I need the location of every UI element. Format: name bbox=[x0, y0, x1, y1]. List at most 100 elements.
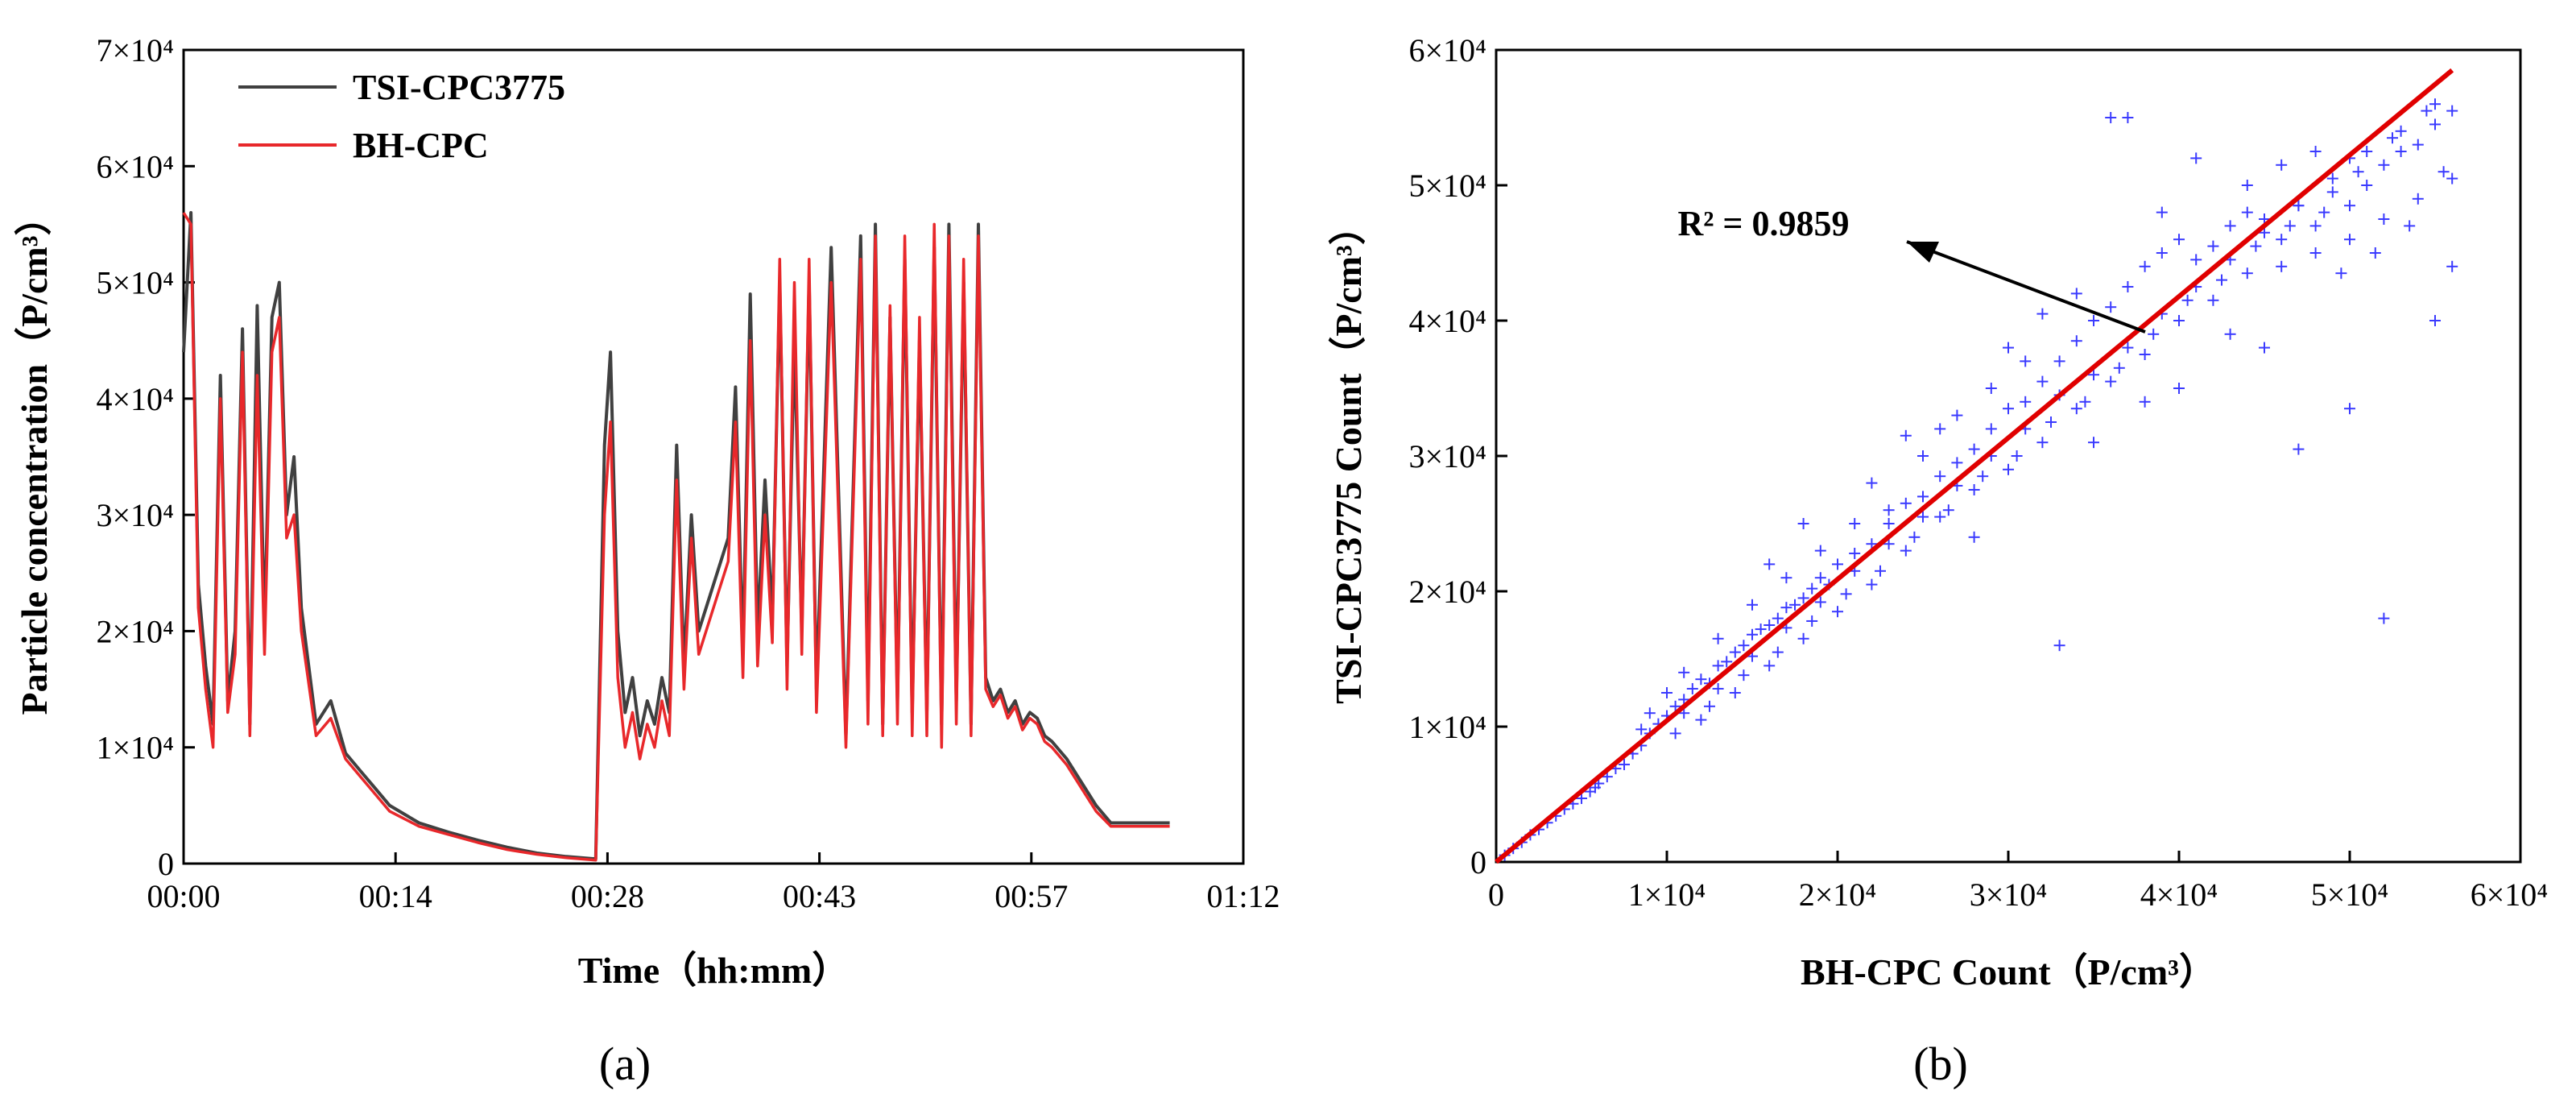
scatter-point bbox=[2293, 200, 2305, 212]
scatter-point bbox=[1669, 700, 1681, 712]
scatter-point bbox=[2250, 240, 2262, 252]
scatter-point bbox=[1832, 606, 1843, 618]
panel-b-y-tick-label: 2×10⁴ bbox=[1408, 574, 1486, 610]
scatter-point bbox=[2011, 450, 2023, 462]
panel-a-x-axis-label: Time（hh:mm） bbox=[578, 950, 850, 991]
scatter-point bbox=[2309, 247, 2322, 259]
scatter-point bbox=[2122, 281, 2134, 292]
panel-a-label: (a) bbox=[599, 1038, 651, 1090]
panel-b-points-group bbox=[1499, 98, 2458, 861]
scatter-point bbox=[2369, 247, 2381, 259]
scatter-point bbox=[1951, 457, 1963, 469]
scatter-point bbox=[1883, 504, 1895, 516]
scatter-point bbox=[2309, 220, 2322, 232]
scatter-point bbox=[2020, 396, 2032, 408]
scatter-point bbox=[2173, 315, 2185, 326]
panel-a-y-tick-label: 3×10⁴ bbox=[96, 497, 174, 533]
scatter-point bbox=[1840, 588, 1852, 600]
scatter-point bbox=[2053, 640, 2065, 652]
panel-b-y-tick-label: 1×10⁴ bbox=[1408, 709, 1486, 745]
scatter-point bbox=[2378, 213, 2390, 225]
scatter-point bbox=[1900, 429, 1912, 441]
panel-b-x-tick-label: 0 bbox=[1488, 876, 1504, 913]
scatter-point bbox=[1917, 511, 1929, 523]
scatter-point bbox=[2344, 234, 2355, 246]
scatter-point bbox=[1686, 682, 1698, 694]
scatter-point bbox=[1832, 558, 1843, 570]
panel-a-y-axis-label: Particle concentration（P/cm³） bbox=[14, 199, 55, 715]
scatter-point bbox=[2216, 274, 2227, 286]
scatter-point bbox=[1789, 599, 1801, 611]
scatter-point bbox=[1797, 632, 1809, 644]
scatter-point bbox=[2105, 375, 2117, 387]
scatter-point bbox=[2387, 132, 2398, 144]
panel-a-x-axis: 00:00 00:14 00:28 00:43 00:57 01:12 bbox=[147, 852, 1280, 914]
panel-a-x-tick-label: 00:57 bbox=[994, 878, 1068, 914]
panel-b-x-tick-label: 6×10⁴ bbox=[2471, 876, 2549, 913]
scatter-point bbox=[1875, 565, 1886, 577]
panel-b-y-axis-label: TSI-CPC3775 Count（P/cm³） bbox=[1328, 208, 1369, 704]
scatter-point bbox=[2446, 260, 2458, 272]
scatter-point bbox=[1729, 687, 1741, 698]
panel-b-x-tick-label: 2×10⁴ bbox=[1799, 876, 1877, 913]
panel-b-y-tick-label: 5×10⁴ bbox=[1408, 168, 1486, 204]
scatter-point bbox=[1755, 624, 1767, 636]
scatter-point bbox=[2105, 112, 2117, 123]
scatter-point bbox=[1866, 477, 1878, 489]
scatter-point bbox=[1883, 538, 1895, 550]
scatter-point bbox=[1968, 484, 1980, 495]
legend-label-tsi: TSI-CPC3775 bbox=[353, 68, 565, 107]
scatter-point bbox=[1644, 707, 1656, 719]
scatter-point bbox=[2276, 260, 2288, 272]
scatter-point bbox=[2276, 234, 2288, 246]
scatter-point bbox=[1661, 687, 1673, 698]
scatter-point bbox=[1764, 558, 1776, 570]
scatter-point bbox=[1669, 727, 1681, 740]
scatter-point bbox=[1695, 714, 1707, 726]
scatter-point bbox=[2344, 200, 2355, 212]
scatter-point bbox=[1738, 669, 1750, 682]
scatter-point bbox=[2079, 396, 2091, 408]
legend-label-bh: BH-CPC bbox=[353, 126, 489, 165]
scatter-point bbox=[1900, 497, 1912, 509]
scatter-point bbox=[2412, 139, 2424, 151]
scatter-point bbox=[1985, 423, 1997, 435]
scatter-point bbox=[2326, 172, 2338, 184]
panel-a-y-tick-label: 6×10⁴ bbox=[96, 148, 174, 184]
scatter-point bbox=[2190, 254, 2202, 266]
scatter-point bbox=[2036, 308, 2049, 320]
scatter-point bbox=[2173, 234, 2185, 246]
scatter-point bbox=[1695, 673, 1707, 686]
panel-b-label: (b) bbox=[1913, 1038, 1968, 1090]
panel-a-y-tick-label: 5×10⁴ bbox=[96, 265, 174, 301]
scatter-point bbox=[1866, 578, 1878, 590]
panel-a-y-tick-label: 7×10⁴ bbox=[96, 32, 174, 68]
panel-b-y-tick-label: 6×10⁴ bbox=[1408, 32, 1486, 68]
scatter-point bbox=[2378, 612, 2390, 624]
scatter-point bbox=[1764, 660, 1776, 672]
annotation-arrow-shaft bbox=[1906, 240, 2146, 334]
panel-b-x-axis: 0 1×10⁴ 2×10⁴ 3×10⁴ 4×10⁴ 5×10⁴ 6×10⁴ bbox=[1488, 851, 2548, 913]
panel-a-y-tick-label: 0 bbox=[158, 846, 174, 882]
panel-a-x-tick-label: 01:12 bbox=[1206, 878, 1280, 914]
panel-a-series-group bbox=[182, 211, 1170, 862]
scatter-point bbox=[1951, 409, 1963, 421]
scatter-point bbox=[2224, 328, 2236, 340]
scatter-point bbox=[2105, 301, 2117, 313]
scatter-point bbox=[2045, 416, 2057, 428]
scatter-point bbox=[1738, 640, 1750, 652]
scatter-point bbox=[1917, 491, 1929, 503]
scatter-point bbox=[2429, 315, 2441, 326]
scatter-point bbox=[2421, 105, 2433, 117]
scatter-point bbox=[2156, 247, 2168, 259]
scatter-point bbox=[2241, 267, 2253, 280]
scatter-point bbox=[2326, 186, 2338, 198]
scatter-point bbox=[2088, 369, 2099, 381]
scatter-point bbox=[2241, 206, 2253, 218]
r-squared-annotation: R² = 0.9859 bbox=[1677, 204, 1849, 243]
scatter-point bbox=[1712, 682, 1724, 694]
scatter-point bbox=[1806, 582, 1818, 595]
scatter-point bbox=[1866, 538, 1878, 550]
scatter-point bbox=[2148, 328, 2160, 340]
